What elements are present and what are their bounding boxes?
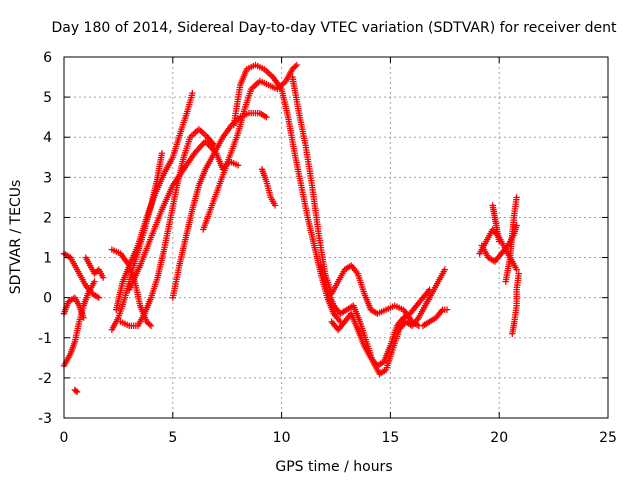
data-point (292, 63, 299, 70)
x-tick-label: 20 (490, 430, 508, 446)
data-series-arc-8 (113, 89, 196, 313)
data-point (91, 278, 98, 285)
data-marks-layer (60, 61, 522, 396)
grid-layer (64, 57, 608, 418)
data-point (95, 294, 103, 301)
x-tick-label: 0 (60, 430, 69, 446)
y-tick-label: -3 (38, 411, 52, 427)
y-tick-label: -2 (38, 371, 52, 387)
data-point (263, 113, 270, 121)
data-point (147, 322, 155, 329)
data-series-arc-9 (117, 126, 218, 329)
y-axis-label: SDTVAR / TECUs (8, 180, 24, 295)
data-point (443, 306, 451, 313)
data-series-arc-11 (169, 109, 270, 301)
data-point (271, 202, 279, 209)
y-tick-label: 0 (43, 291, 52, 307)
data-series-arc-21 (489, 202, 503, 245)
data-point (441, 266, 448, 273)
data-point (513, 194, 520, 201)
data-series-arc-4 (82, 254, 107, 281)
y-tick-label: 2 (43, 210, 52, 226)
y-tick-label: 5 (43, 90, 52, 106)
x-tick-label: 15 (381, 430, 399, 446)
y-tick-label: 1 (43, 251, 52, 267)
data-point (158, 150, 166, 157)
data-point (293, 61, 301, 69)
data-series-arc-17 (328, 286, 433, 370)
x-tick-label: 10 (273, 430, 291, 446)
y-tick-label: 6 (43, 50, 52, 66)
data-point (496, 238, 503, 245)
data-point (513, 266, 520, 273)
data-point (72, 387, 80, 395)
data-series-arc-3 (60, 294, 87, 321)
data-point (189, 89, 196, 97)
data-series-arc-12 (200, 61, 301, 233)
data-point (234, 162, 242, 169)
data-point (513, 222, 520, 229)
x-tick-label: 25 (599, 430, 617, 446)
data-series-arc-22 (502, 194, 520, 285)
data-series-arc-15 (289, 73, 422, 329)
data-point (426, 286, 433, 293)
data-series-arc-10 (126, 138, 242, 293)
data-point (146, 321, 153, 328)
y-tick-label: -1 (38, 331, 52, 347)
data-point (80, 314, 87, 321)
x-tick-label: 5 (168, 430, 177, 446)
data-series-arc-13 (230, 61, 344, 325)
data-point (99, 274, 107, 281)
data-series-arc-14 (258, 166, 279, 209)
data-point (73, 388, 81, 396)
y-tick-label: 3 (43, 170, 52, 186)
data-point (515, 270, 522, 277)
ticks-layer: 0 5 10 15 20 25 -3 -2 -1 0 1 2 3 4 5 6 (38, 50, 617, 446)
y-tick-label: 4 (43, 130, 52, 146)
data-series-arc-2 (60, 250, 103, 301)
chart-title: Day 180 of 2014, Sidereal Day-to-day VTE… (51, 20, 617, 36)
data-series-arc-23 (509, 270, 522, 337)
plot-frame (63, 56, 609, 419)
data-series-arc-20 (478, 222, 520, 265)
x-axis-label: GPS time / hours (275, 459, 392, 475)
data-series-arc-18 (419, 306, 451, 329)
data-series-arc-5 (71, 386, 81, 396)
